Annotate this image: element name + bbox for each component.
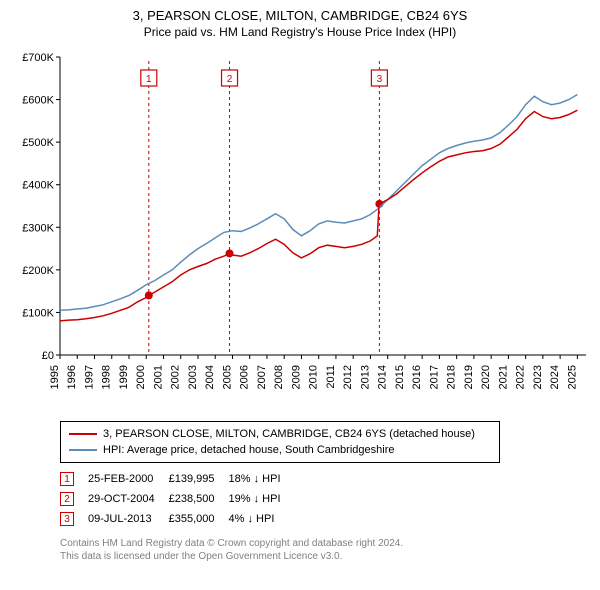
x-tick-label: 2008: [273, 365, 285, 389]
x-tick-label: 2025: [566, 365, 578, 389]
sale-delta: 4% ↓ HPI: [229, 509, 295, 529]
legend-swatch-hpi: [69, 449, 97, 451]
legend-row-property: 3, PEARSON CLOSE, MILTON, CAMBRIDGE, CB2…: [69, 426, 491, 442]
chart-title-block: 3, PEARSON CLOSE, MILTON, CAMBRIDGE, CB2…: [8, 8, 592, 39]
y-tick-label: £400K: [22, 180, 54, 192]
x-tick-label: 2003: [187, 365, 199, 389]
legend-label-property: 3, PEARSON CLOSE, MILTON, CAMBRIDGE, CB2…: [103, 428, 475, 440]
x-tick-label: 2005: [221, 365, 233, 389]
line-chart: £0 £100K £200K £300K £400K £500K £600K £700K 199…: [8, 45, 592, 415]
x-tick-label: 2001: [152, 365, 164, 389]
sale-marker-number: 1: [146, 74, 152, 85]
legend-swatch-property: [69, 433, 97, 435]
sale-price: £238,500: [169, 489, 229, 509]
legend: 3, PEARSON CLOSE, MILTON, CAMBRIDGE, CB2…: [60, 421, 500, 463]
y-tick-label: £700K: [22, 52, 54, 64]
x-tick-label: 2022: [515, 365, 527, 389]
y-tick-label: £300K: [22, 222, 54, 234]
y-tick-label: £100K: [22, 307, 54, 319]
x-tick-label: 2009: [290, 365, 302, 389]
x-tick-label: 2021: [497, 365, 509, 389]
sale-price: £355,000: [169, 509, 229, 529]
legend-label-hpi: HPI: Average price, detached house, Sout…: [103, 444, 394, 456]
x-tick-label: 2002: [170, 365, 182, 389]
x-tick-label: 2020: [480, 365, 492, 389]
x-tick-label: 2007: [256, 365, 268, 389]
x-tick-label: 1995: [49, 365, 61, 389]
sales-row: 1 25-FEB-2000£139,99518% ↓ HPI: [60, 469, 295, 489]
legend-row-hpi: HPI: Average price, detached house, Sout…: [69, 442, 491, 458]
x-tick-label: 2018: [446, 365, 458, 389]
sale-date: 25-FEB-2000: [88, 469, 169, 489]
sale-marker-number: 3: [377, 74, 383, 85]
title-line-1: 3, PEARSON CLOSE, MILTON, CAMBRIDGE, CB2…: [8, 8, 592, 23]
x-tick-label: 2011: [325, 365, 337, 389]
x-tick-label: 1999: [118, 365, 130, 389]
x-tick-label: 2016: [411, 365, 423, 389]
title-line-2: Price paid vs. HM Land Registry's House …: [8, 25, 592, 39]
x-tick-label: 2000: [135, 365, 147, 389]
y-tick-label: £0: [42, 350, 54, 362]
sale-marker-number: 2: [227, 74, 233, 85]
series-property: [60, 110, 577, 321]
sales-row: 3 09-JUL-2013£355,0004% ↓ HPI: [60, 509, 295, 529]
y-tick-label: £600K: [22, 95, 54, 107]
x-tick-label: 2015: [394, 365, 406, 389]
sale-marker-icon: 2: [60, 492, 74, 506]
sales-row: 2 29-OCT-2004£238,50019% ↓ HPI: [60, 489, 295, 509]
sale-marker-icon: 3: [60, 512, 74, 526]
sale-date: 29-OCT-2004: [88, 489, 169, 509]
series-hpi: [60, 95, 577, 311]
x-tick-label: 2023: [532, 365, 544, 389]
x-tick-label: 2017: [428, 365, 440, 389]
x-tick-label: 2004: [204, 365, 216, 389]
footnote-line-2: This data is licensed under the Open Gov…: [60, 550, 592, 563]
y-tick-label: £500K: [22, 137, 54, 149]
footnote-line-1: Contains HM Land Registry data © Crown c…: [60, 537, 592, 550]
x-tick-label: 2019: [463, 365, 475, 389]
x-tick-label: 2014: [377, 365, 389, 389]
x-tick-label: 2012: [342, 365, 354, 389]
x-tick-label: 1998: [101, 365, 113, 389]
sales-table: 1 25-FEB-2000£139,99518% ↓ HPI 2 29-OCT-200…: [60, 469, 295, 529]
sale-delta: 18% ↓ HPI: [229, 469, 295, 489]
x-tick-label: 2013: [359, 365, 371, 389]
x-tick-label: 1997: [83, 365, 95, 389]
x-tick-label: 2024: [549, 365, 561, 389]
x-tick-label: 2006: [239, 365, 251, 389]
sale-marker-icon: 1: [60, 472, 74, 486]
x-tick-label: 2010: [308, 365, 320, 389]
footnote: Contains HM Land Registry data © Crown c…: [60, 537, 592, 563]
x-tick-label: 1996: [66, 365, 78, 389]
sale-price: £139,995: [169, 469, 229, 489]
y-tick-label: £200K: [22, 265, 54, 277]
sale-delta: 19% ↓ HPI: [229, 489, 295, 509]
chart-container: £0 £100K £200K £300K £400K £500K £600K £700K 199…: [8, 45, 592, 415]
sale-date: 09-JUL-2013: [88, 509, 169, 529]
